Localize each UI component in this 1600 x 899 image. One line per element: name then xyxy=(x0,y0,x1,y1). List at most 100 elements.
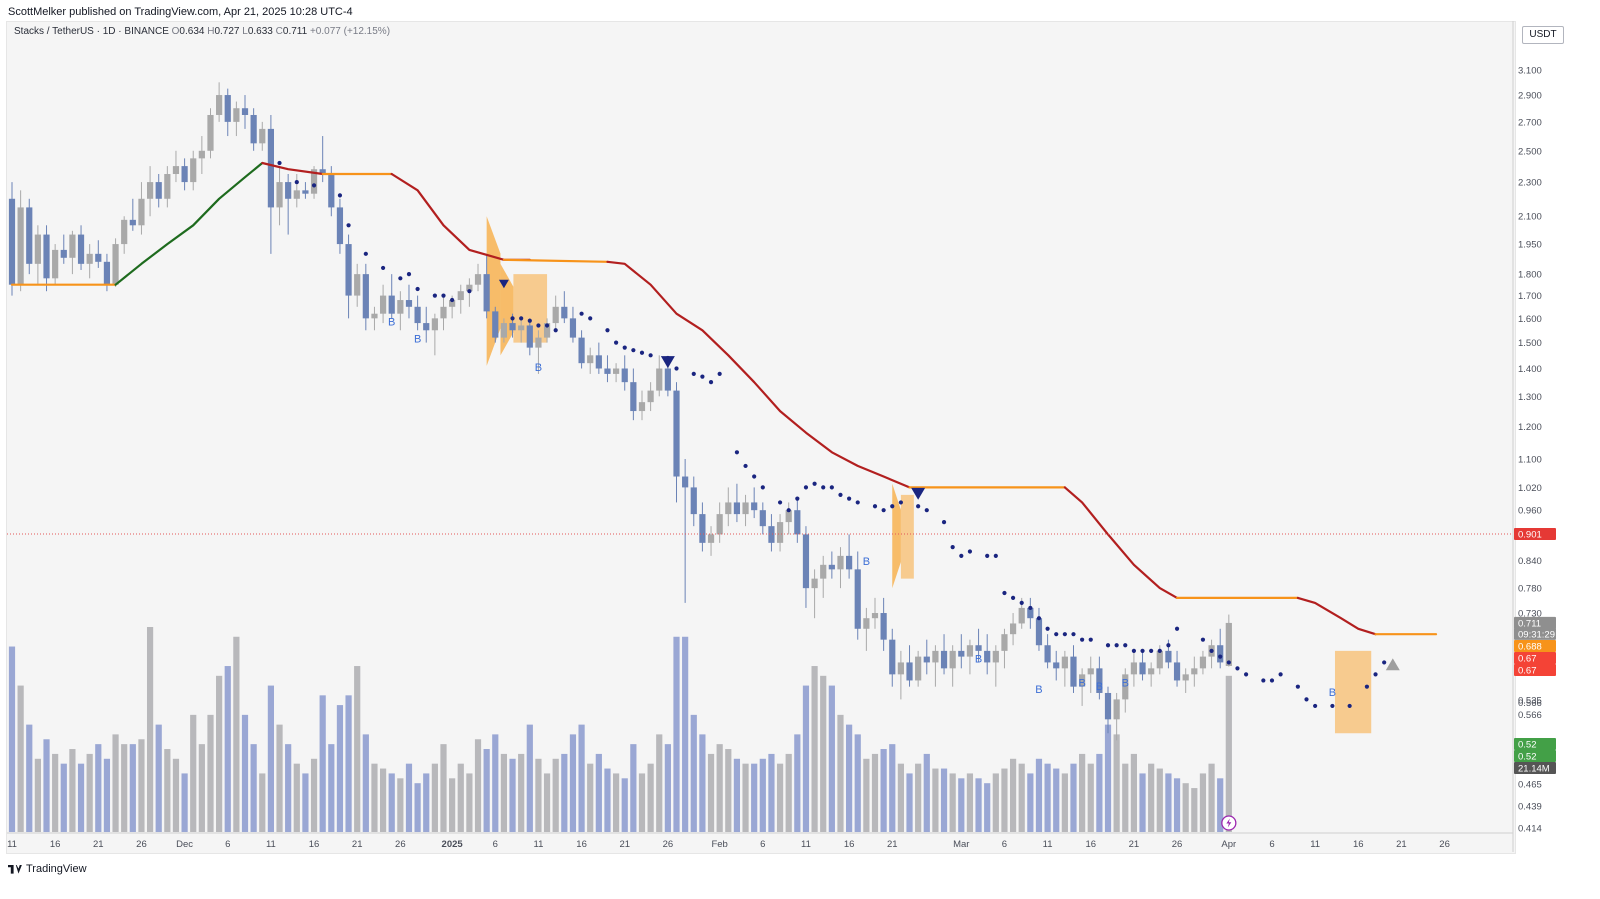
volume-bar xyxy=(1173,778,1181,832)
candle-body xyxy=(1122,674,1129,700)
volume-bar xyxy=(500,753,508,832)
candle-body xyxy=(569,318,577,338)
candle-body xyxy=(17,207,24,285)
time-tick-label: 21 xyxy=(1396,839,1407,850)
trend-dot xyxy=(803,485,809,490)
volume-bar xyxy=(742,763,749,832)
chart-pane[interactable] xyxy=(6,21,1516,854)
trend-dot xyxy=(890,504,895,509)
candle-body xyxy=(673,390,680,477)
volume-bar xyxy=(811,666,818,832)
candle-body xyxy=(43,234,50,279)
candle-body xyxy=(224,95,231,122)
trend-dot xyxy=(415,286,420,292)
trend-dot xyxy=(1382,660,1387,665)
trend-dot xyxy=(1373,672,1378,677)
candle-body xyxy=(129,219,136,226)
trend-dot xyxy=(1036,616,1042,621)
volume-bar xyxy=(707,753,715,832)
candle-body xyxy=(509,323,516,331)
candle-body xyxy=(146,182,154,199)
volume-bar xyxy=(293,763,300,832)
candle-body xyxy=(1027,607,1034,619)
candle-body xyxy=(1044,645,1051,663)
trend-dot xyxy=(1010,595,1016,600)
buy-triangle-marker xyxy=(1385,658,1400,671)
candle-body xyxy=(595,355,602,369)
candle-body xyxy=(647,390,654,403)
volume-bar xyxy=(405,763,413,832)
candle-body xyxy=(112,244,119,285)
candle-body xyxy=(699,514,706,543)
volume-bar xyxy=(198,744,205,832)
time-tick-label: 6 xyxy=(225,839,230,850)
volume-bar xyxy=(595,753,602,832)
volume-bar xyxy=(854,734,861,832)
time-tick-label: 11 xyxy=(801,839,811,850)
time-tick-label: 21 xyxy=(619,839,630,850)
candle-body xyxy=(975,645,982,651)
candle-body xyxy=(397,300,404,314)
time-tick-label: 21 xyxy=(93,839,104,850)
candle-body xyxy=(690,487,697,515)
candle-body xyxy=(34,234,41,264)
candles xyxy=(8,82,1232,741)
price-tick-label: 1.200 xyxy=(1518,422,1542,433)
candle-body xyxy=(966,645,974,657)
symbol-name[interactable]: Stacks / TetherUS · 1D · BINANCE xyxy=(14,26,169,37)
candle-body xyxy=(103,261,111,285)
trend-dot xyxy=(898,500,903,505)
volume-bar xyxy=(690,714,697,832)
candle-body xyxy=(906,662,913,681)
volume-bar xyxy=(1061,773,1068,832)
volume-bar xyxy=(1165,773,1172,832)
sell-triangle-marker xyxy=(911,487,926,500)
time-tick-label: 6 xyxy=(493,839,498,850)
volume-bar xyxy=(77,763,85,832)
trend-dot xyxy=(1269,678,1275,683)
candle-body xyxy=(362,274,369,319)
candle-body xyxy=(1199,656,1207,669)
candle-body xyxy=(233,108,240,122)
price-tick-label: 2.300 xyxy=(1518,178,1542,189)
trend-dot xyxy=(380,265,386,271)
buy-signal-label: B xyxy=(1329,687,1336,699)
volume-bar xyxy=(466,773,473,832)
candle-body xyxy=(207,114,214,151)
volume-bar xyxy=(630,744,637,832)
price-tick-label: 1.500 xyxy=(1518,338,1542,349)
trend-dot xyxy=(1114,643,1119,648)
volume-bar xyxy=(302,773,309,832)
volume-bar xyxy=(1225,675,1232,832)
trend-dot xyxy=(432,293,437,298)
trailing-stop-line xyxy=(606,260,911,489)
trend-dot xyxy=(510,316,515,321)
trend-dot xyxy=(614,340,619,345)
candle-body xyxy=(1035,618,1043,646)
buy-signal-label: B xyxy=(975,653,982,665)
volume-bar xyxy=(233,636,240,832)
candle-body xyxy=(1156,650,1163,669)
volume-bar xyxy=(880,749,887,832)
candle-body xyxy=(466,284,473,292)
volume-bar xyxy=(1001,768,1008,832)
price-tick-label: 0.780 xyxy=(1518,584,1542,595)
trailing-stop-line xyxy=(1296,596,1377,636)
trend-dot xyxy=(639,350,645,355)
price-badge xyxy=(1514,527,1556,540)
currency-unit-button[interactable]: USDT xyxy=(1522,26,1564,44)
volume-bar xyxy=(897,763,904,832)
candle-body xyxy=(820,564,827,579)
trend-dot xyxy=(1054,632,1059,637)
candle-body xyxy=(984,650,991,663)
volume-bar xyxy=(423,773,430,832)
volume-bar xyxy=(543,773,551,832)
trend-dot xyxy=(812,481,817,486)
volume-bar xyxy=(95,744,102,832)
change-value: +0.077 (+12.15%) xyxy=(309,26,391,37)
volume-bar xyxy=(578,724,585,832)
candle-body xyxy=(880,613,887,640)
trend-dot xyxy=(967,549,973,554)
lightning-bolt-icon xyxy=(1226,818,1232,828)
